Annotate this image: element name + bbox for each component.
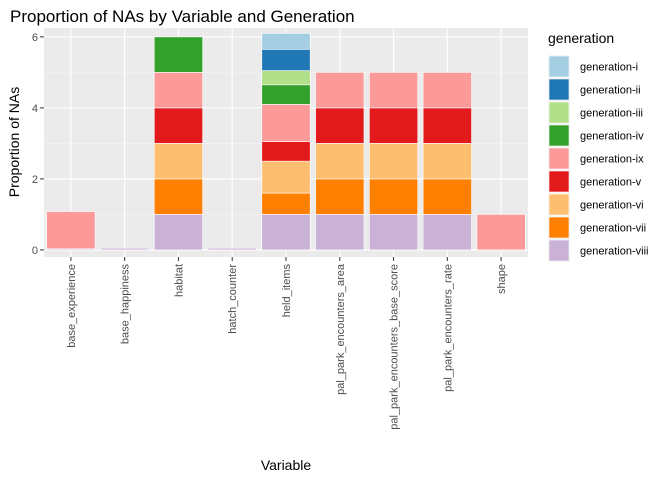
bar-segment	[261, 49, 311, 71]
legend-label: generation-viii	[580, 246, 648, 258]
bar-segment	[369, 178, 419, 215]
bar-segment	[153, 72, 203, 109]
x-tick-label: pal_park_encounters_area	[335, 263, 347, 395]
legend-label: generation-v	[580, 177, 642, 189]
bar-segment	[422, 178, 472, 215]
x-tick-label: pal_park_encounters_rate	[442, 264, 454, 392]
legend-label: generation-vii	[580, 223, 646, 235]
bar-segment	[261, 104, 311, 142]
bar-segment	[153, 143, 203, 180]
bar-segment	[315, 214, 365, 251]
bar-segment	[100, 247, 150, 251]
bar-segment	[422, 107, 472, 144]
legend-key	[548, 170, 570, 193]
bar-segment	[261, 214, 311, 251]
bar-segment	[369, 107, 419, 144]
x-tick-label: hatch_counter	[227, 264, 239, 334]
bar-segment	[153, 107, 203, 144]
bar-segment	[315, 107, 365, 144]
bar-segment	[261, 70, 311, 86]
legend-key	[548, 101, 570, 124]
x-tick-label: base_experience	[66, 264, 78, 348]
bar-segment	[476, 214, 526, 251]
bar-segment	[46, 211, 96, 250]
y-tick-label: 0	[32, 245, 38, 257]
legend-key	[548, 239, 570, 262]
x-axis-title: Variable	[261, 457, 312, 473]
legend-key	[548, 78, 570, 101]
legend-label: generation-ix	[580, 154, 644, 166]
y-axis: 0 2 4 6	[32, 32, 44, 257]
legend-key	[548, 55, 570, 78]
legend-key	[548, 216, 570, 239]
bar-segment	[153, 36, 203, 73]
x-tick-label: base_happiness	[120, 264, 132, 345]
bar-segment	[261, 192, 311, 215]
y-tick-label: 4	[32, 103, 38, 115]
legend-label: generation-iv	[580, 131, 644, 143]
bar-segment	[315, 178, 365, 215]
legend-key	[548, 124, 570, 147]
legend-label: generation-i	[580, 62, 638, 74]
legend-title: generation	[548, 30, 614, 46]
bar-segment	[369, 143, 419, 180]
bar-segment	[369, 214, 419, 251]
x-tick-label: habitat	[173, 264, 185, 297]
bar-segment	[422, 214, 472, 251]
x-tick-label: shape	[496, 264, 508, 294]
bars-layer	[46, 33, 526, 251]
bar-segment	[261, 141, 311, 162]
y-tick-label: 2	[32, 174, 38, 186]
bar-segment	[261, 160, 311, 194]
x-axis: base_experience base_happiness habitat hatc…	[66, 257, 508, 430]
bar-segment	[422, 72, 472, 109]
y-axis-title: Proportion of NAs	[6, 87, 22, 198]
bar-segment	[261, 33, 311, 50]
legend-label: generation-vi	[580, 200, 644, 212]
legend-key	[548, 147, 570, 170]
legend: generation generation-i generation-ii gene…	[548, 30, 648, 262]
bar-segment	[153, 178, 203, 215]
x-tick-label: pal_park_encounters_base_score	[389, 264, 401, 430]
legend-label: generation-iii	[580, 108, 643, 120]
chart-title: Proportion of NAs by Variable and Genera…	[10, 7, 355, 26]
bar-segment	[422, 143, 472, 180]
legend-key	[548, 193, 570, 216]
y-tick-label: 6	[32, 32, 38, 44]
bar-segment	[315, 143, 365, 180]
bar-segment	[261, 84, 311, 105]
legend-label: generation-ii	[580, 85, 641, 97]
bar-segment	[315, 72, 365, 109]
bar-segment	[153, 214, 203, 251]
x-tick-label: held_items	[281, 264, 293, 318]
bar-segment	[207, 247, 257, 251]
bar-segment	[369, 72, 419, 109]
